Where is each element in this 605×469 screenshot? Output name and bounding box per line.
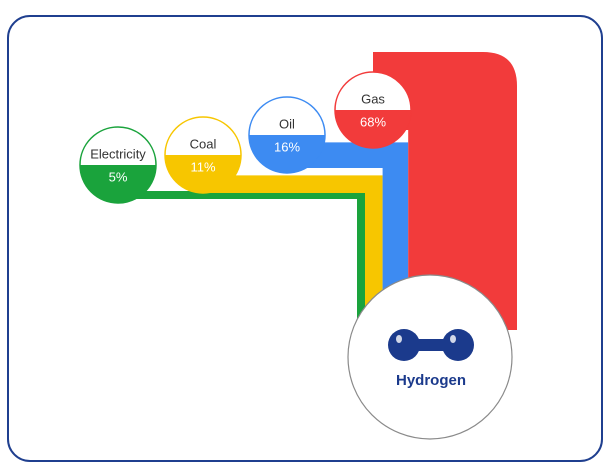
hydrogen-icon (388, 329, 474, 361)
source-fill (249, 135, 325, 173)
source-value: 11% (190, 159, 215, 174)
flow-band (203, 175, 383, 330)
source-value: 5% (109, 169, 128, 184)
source-fill (80, 165, 156, 203)
source-label: Coal (190, 136, 217, 151)
source-label: Gas (361, 91, 385, 106)
source-fill (165, 155, 241, 193)
target-circle (347, 274, 513, 440)
source-label: Oil (279, 116, 295, 131)
source-fill (335, 110, 411, 148)
source-value: 16% (274, 139, 300, 154)
source-value: 68% (360, 114, 386, 129)
target-label: Hydrogen (396, 372, 466, 389)
target-node: Hydrogen (347, 274, 513, 440)
source-label: Electricity (90, 146, 146, 161)
nodes: Electricity 5% Coal 11% Oil 16% Gas 68% (79, 71, 412, 204)
